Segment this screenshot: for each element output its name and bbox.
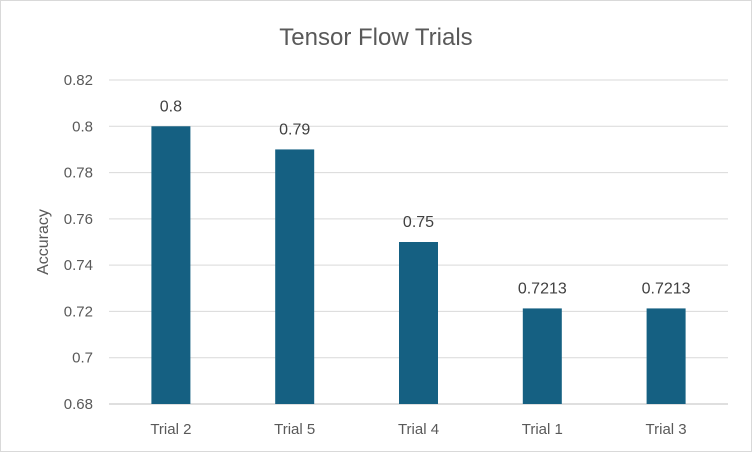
y-tick-label: 0.7 <box>72 350 93 367</box>
y-tick-label: 0.74 <box>64 257 93 274</box>
x-tick-label: Trial 5 <box>274 421 315 438</box>
y-tick-label: 0.8 <box>72 118 93 135</box>
y-tick-label: 0.82 <box>64 72 93 89</box>
bar <box>275 149 315 404</box>
x-tick-label: Trial 4 <box>398 421 439 438</box>
y-axis-ticks: 0.68 0.7 0.72 0.74 0.76 0.78 0.8 0.82 <box>64 72 93 413</box>
data-labels: 0.8 0.79 0.75 0.7213 0.7213 <box>160 98 691 297</box>
data-label: 0.7213 <box>642 280 691 297</box>
x-tick-label: Trial 1 <box>522 421 563 438</box>
data-label: 0.79 <box>279 121 310 138</box>
y-tick-label: 0.72 <box>64 303 93 320</box>
data-label: 0.7213 <box>518 280 567 297</box>
x-tick-label: Trial 3 <box>646 421 687 438</box>
bar <box>151 126 191 405</box>
data-label: 0.75 <box>403 214 434 231</box>
x-tick-label: Trial 2 <box>150 421 191 438</box>
y-axis-label: Accuracy <box>35 209 52 275</box>
bar <box>522 308 562 404</box>
y-tick-label: 0.78 <box>64 165 93 182</box>
x-axis-ticks: Trial 2 Trial 5 Trial 4 Trial 1 Trial 3 <box>150 421 686 438</box>
bars <box>151 126 686 405</box>
chart-title: Tensor Flow Trials <box>279 24 472 51</box>
y-tick-label: 0.76 <box>64 211 93 228</box>
data-label: 0.8 <box>160 98 182 115</box>
bar <box>646 308 686 404</box>
bar <box>399 242 438 404</box>
y-tick-label: 0.68 <box>64 396 93 413</box>
